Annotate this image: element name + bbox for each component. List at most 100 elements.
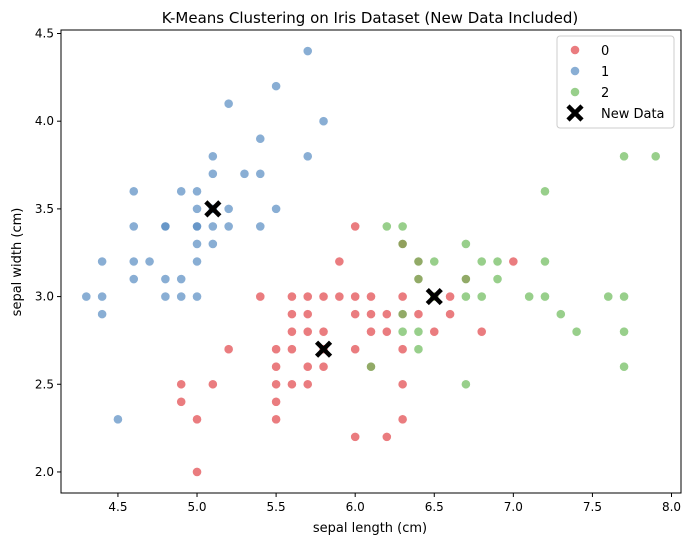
cluster-2-point: [366, 361, 376, 372]
legend-label-2: 2: [601, 86, 609, 101]
cluster-2-point: [429, 256, 440, 267]
cluster-1-point: [318, 116, 329, 127]
x-axis: 4.5 5.0 5.5 6.0 6.5 7.0 7.5 8.0: [108, 493, 681, 514]
cluster-2-point: [571, 326, 582, 337]
legend-marker-2: [570, 87, 580, 97]
cluster-1-point: [97, 291, 108, 302]
cluster-0-point: [366, 291, 376, 302]
cluster-0-point: [271, 396, 282, 407]
x-tick-label: 5.0: [187, 500, 206, 514]
cluster-1-point: [128, 256, 139, 267]
cluster-0-point: [334, 291, 345, 302]
cluster-0-point: [318, 361, 329, 372]
new-data-marker: [204, 200, 222, 218]
x-tick-label: 4.5: [108, 500, 127, 514]
x-tick-label: 8.0: [662, 500, 681, 514]
plot-frame: [60, 29, 682, 494]
legend: 0 1 2 New Data: [556, 35, 675, 129]
cluster-0-point: [271, 379, 282, 390]
cluster-0-point: [381, 431, 392, 442]
cluster-0-point: [334, 256, 345, 267]
cluster-1-point: [207, 239, 218, 249]
cluster-0-point: [350, 344, 361, 355]
cluster-1-point: [81, 291, 92, 302]
cluster-2-point: [492, 274, 503, 284]
cluster-0-point: [302, 361, 313, 372]
cluster-2-point: [540, 291, 550, 302]
cluster-1-point: [160, 291, 171, 302]
cluster-0-point: [302, 291, 313, 302]
cluster-0-point: [381, 326, 392, 337]
cluster-0-point: [302, 326, 313, 337]
legend-label-0: 0: [601, 44, 609, 59]
cluster-1-point: [302, 151, 313, 162]
cluster-0-point: [366, 309, 376, 320]
cluster-0-point: [302, 379, 313, 390]
cluster-1-point: [223, 221, 234, 232]
cluster-2-point: [413, 274, 424, 284]
y-tick-label: 2.5: [35, 377, 54, 391]
cluster-1-point: [223, 98, 234, 109]
legend-box: [556, 35, 675, 129]
cluster-1-point: [160, 274, 171, 284]
cluster-2-point: [460, 291, 471, 302]
cluster-1-point: [144, 256, 155, 267]
cluster-0-point: [287, 326, 297, 337]
cluster-1-point: [192, 186, 202, 197]
cluster-1-point: [207, 221, 218, 232]
plot-marks: [81, 46, 661, 477]
cluster-0-point: [350, 309, 361, 320]
cluster-1-point: [176, 274, 187, 284]
cluster-2-point: [397, 326, 408, 337]
cluster-1-point: [223, 203, 234, 214]
cluster-2-point: [460, 379, 471, 390]
cluster-0-point: [413, 309, 424, 320]
cluster-0-point: [397, 344, 408, 355]
cluster-2-point: [619, 291, 629, 302]
cluster-2-point: [492, 256, 503, 267]
cluster-2-point: [650, 151, 661, 162]
cluster-0-point: [381, 309, 392, 320]
cluster-2-point: [413, 256, 424, 267]
new-data-marker: [314, 340, 333, 358]
y-tick-label: 3.5: [35, 202, 54, 216]
cluster-0-point: [445, 309, 455, 320]
cluster-1-point: [97, 309, 108, 320]
cluster-2-point: [460, 239, 471, 249]
cluster-2-point: [619, 151, 629, 162]
cluster-1-point: [192, 256, 202, 267]
cluster-0-point: [366, 326, 376, 337]
chart-title: K-Means Clustering on Iris Dataset (New …: [162, 9, 579, 27]
legend-label-1: 1: [601, 65, 609, 80]
cluster-2-point: [540, 256, 550, 267]
cluster-2-point: [540, 186, 550, 197]
cluster-1-point: [192, 221, 202, 232]
cluster-0-point: [271, 344, 282, 355]
cluster-0-point: [271, 414, 282, 425]
cluster-0-point: [287, 309, 297, 320]
cluster-1-point: [255, 133, 266, 144]
cluster-0-point: [271, 361, 282, 372]
cluster-0-point: [207, 379, 218, 390]
cluster-1-point: [160, 221, 171, 232]
cluster-2-point: [413, 344, 424, 355]
cluster-0-point: [397, 291, 408, 302]
cluster-0-point: [302, 309, 313, 320]
cluster-0-point: [318, 326, 329, 337]
new-data-marker: [425, 287, 443, 306]
cluster-1-point: [128, 186, 139, 197]
cluster-0-point: [287, 344, 297, 355]
cluster-1-point: [207, 151, 218, 162]
cluster-0-point: [192, 467, 202, 477]
legend-marker-1: [570, 66, 580, 76]
cluster-0-point: [287, 379, 297, 390]
cluster-2-point: [619, 326, 629, 337]
cluster-2-point: [603, 291, 614, 302]
cluster-1-point: [97, 256, 108, 267]
cluster-2-point: [524, 291, 535, 302]
legend-marker-0: [570, 45, 580, 55]
cluster-1-point: [128, 221, 139, 232]
cluster-0-point: [192, 414, 202, 425]
cluster-1-point: [192, 239, 202, 249]
